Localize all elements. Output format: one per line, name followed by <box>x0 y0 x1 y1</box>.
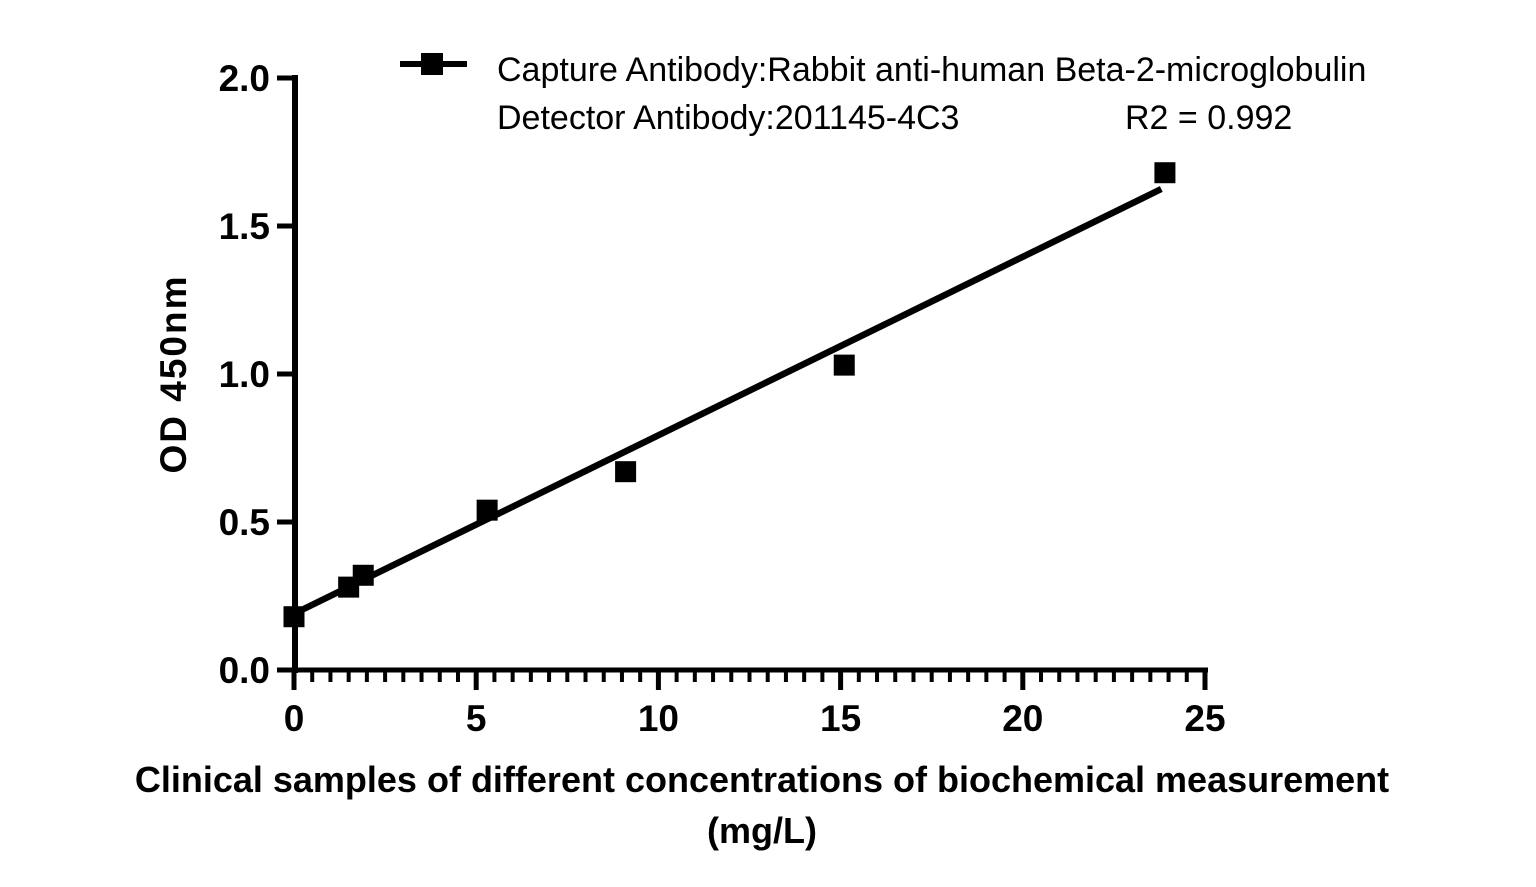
y-tick-label: 0.5 <box>219 502 270 543</box>
data-point-marker <box>615 461 637 483</box>
y-tick-label: 2.0 <box>219 58 270 99</box>
legend-r2-value: R2 = 0.992 <box>1125 99 1292 137</box>
data-point-marker <box>352 564 374 586</box>
x-axis-title: Clinical samples of different concentrat… <box>135 759 1389 800</box>
data-point-marker <box>1154 162 1176 184</box>
data-point-marker <box>283 606 305 628</box>
x-tick-label: 25 <box>1184 698 1225 739</box>
legend-marker-square-icon <box>421 53 443 75</box>
data-point-marker <box>833 354 855 376</box>
x-tick-label: 20 <box>1002 698 1043 739</box>
x-tick-label: 10 <box>638 698 679 739</box>
legend: Capture Antibody:Rabbit anti-human Beta-… <box>400 51 1366 137</box>
data-point-marker <box>476 499 498 521</box>
x-tick-label: 15 <box>820 698 861 739</box>
x-tick-label: 5 <box>466 698 487 739</box>
x-tick-label: 0 <box>284 698 305 739</box>
legend-capture-antibody-label: Capture Antibody:Rabbit anti-human Beta-… <box>497 51 1366 89</box>
y-tick-label: 1.0 <box>219 354 270 395</box>
x-axis-title-unit: (mg/L) <box>707 810 817 851</box>
trend-line <box>292 186 1163 617</box>
y-axis-title: OD 450nm <box>153 274 194 473</box>
plot-layer: 0.0 0.5 1.0 1.5 2.0 0 5 10 15 20 25 <box>219 58 1226 739</box>
legend-detector-antibody-label: Detector Antibody:201145-4C3 <box>497 99 959 137</box>
y-tick-label: 1.5 <box>219 206 270 247</box>
y-tick-label: 0.0 <box>219 650 270 691</box>
